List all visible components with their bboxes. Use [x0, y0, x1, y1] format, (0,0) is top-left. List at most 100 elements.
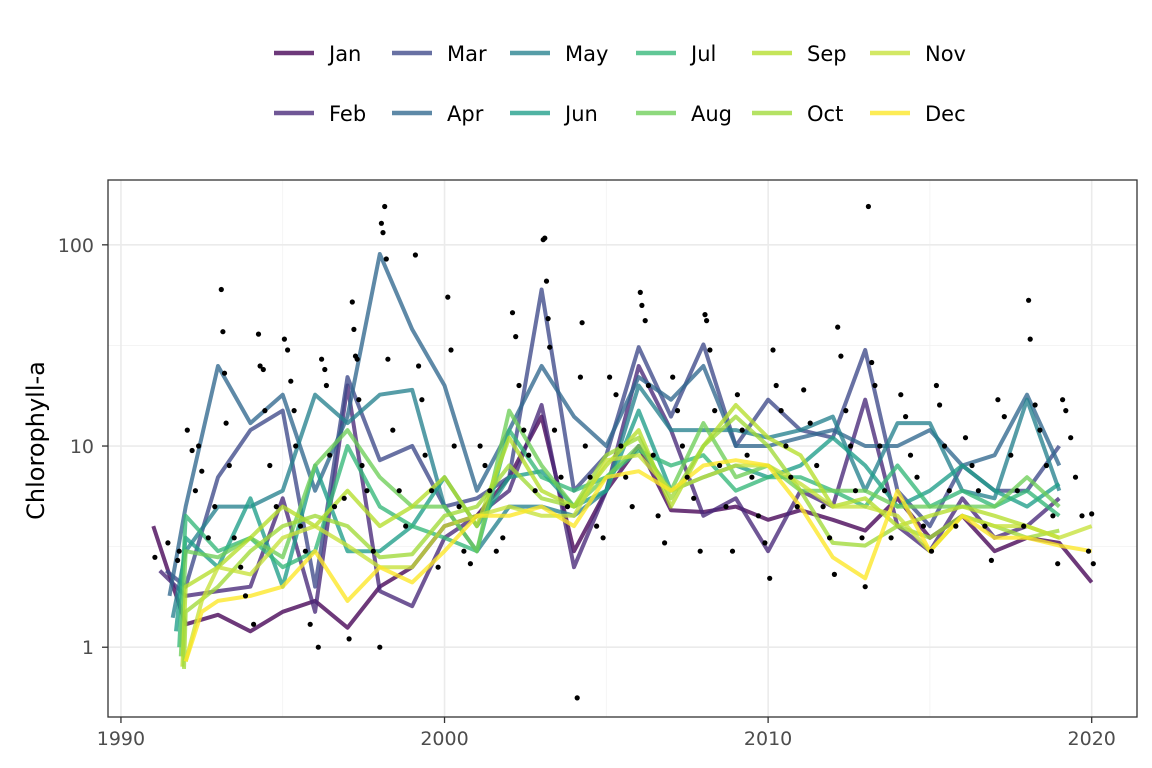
data-point	[691, 495, 697, 501]
data-point	[456, 504, 462, 510]
data-point	[513, 334, 519, 340]
data-point	[778, 408, 784, 414]
data-point	[302, 548, 308, 554]
data-point	[670, 374, 676, 380]
data-point	[587, 474, 593, 480]
data-point	[291, 408, 297, 414]
data-point	[623, 474, 629, 480]
data-point	[359, 462, 365, 469]
data-point	[962, 435, 969, 441]
data-point	[1055, 561, 1061, 567]
data-point	[579, 320, 585, 326]
data-point	[422, 452, 428, 458]
data-point	[262, 408, 268, 414]
data-point	[928, 548, 935, 554]
data-point	[941, 443, 948, 449]
legend-label-jan: Jan	[327, 42, 361, 66]
data-point	[723, 504, 729, 510]
data-point	[783, 443, 789, 449]
legend-label-dec: Dec	[925, 102, 966, 126]
data-point	[582, 443, 588, 449]
data-point	[416, 363, 422, 369]
data-point	[975, 488, 982, 494]
data-point	[419, 397, 425, 403]
data-point	[869, 359, 875, 366]
data-point	[674, 408, 681, 414]
data-point	[461, 548, 467, 554]
data-point	[370, 548, 376, 554]
data-point	[526, 452, 532, 458]
data-point	[390, 427, 396, 433]
series-layer	[151, 252, 1094, 669]
data-point	[662, 540, 668, 546]
data-point	[1001, 414, 1007, 420]
data-point	[196, 443, 202, 449]
data-point	[717, 462, 723, 469]
data-point	[762, 540, 768, 546]
data-point	[212, 504, 218, 510]
data-point	[184, 427, 190, 433]
data-point	[238, 564, 244, 570]
data-point	[827, 535, 833, 541]
data-point	[707, 347, 713, 353]
data-point	[639, 302, 645, 308]
data-point	[820, 504, 826, 510]
data-point	[331, 504, 338, 510]
data-point	[543, 278, 550, 284]
data-point	[794, 504, 800, 510]
data-point	[1060, 397, 1066, 403]
data-point	[346, 636, 352, 642]
data-point	[412, 252, 418, 258]
series-line-dec	[183, 458, 1093, 663]
grid	[108, 180, 1137, 717]
data-point	[933, 382, 940, 389]
data-point	[1014, 488, 1020, 494]
data-point	[293, 443, 299, 449]
legend-label-jun: Jun	[563, 102, 598, 126]
data-point	[396, 488, 402, 494]
data-point	[327, 452, 333, 458]
data-point	[814, 462, 820, 469]
data-point	[712, 408, 718, 414]
data-point	[1008, 452, 1014, 458]
data-point	[1063, 408, 1069, 414]
data-point	[467, 561, 473, 567]
data-point	[199, 468, 205, 474]
legend-label-oct: Oct	[807, 102, 843, 126]
data-point	[255, 331, 262, 337]
data-point	[267, 462, 273, 469]
data-point	[319, 356, 325, 362]
data-point	[831, 571, 838, 578]
data-point	[607, 374, 613, 380]
data-point	[482, 462, 488, 469]
legend-label-feb: Feb	[329, 102, 366, 126]
y-axis: 1 10 100	[58, 235, 108, 659]
data-point	[1090, 561, 1096, 567]
data-point	[982, 523, 988, 529]
data-point	[382, 203, 388, 210]
data-point	[1079, 513, 1085, 519]
data-point	[152, 554, 158, 560]
data-point	[1050, 513, 1056, 519]
data-point	[642, 318, 648, 324]
data-point	[1085, 548, 1092, 554]
data-point	[862, 584, 868, 590]
data-point	[189, 447, 195, 454]
y-tick-label: 1	[82, 637, 94, 659]
data-point	[218, 286, 224, 293]
data-point	[349, 299, 355, 305]
data-point	[205, 535, 211, 541]
data-point	[315, 644, 321, 650]
legend-label-mar: Mar	[447, 42, 487, 66]
data-point	[500, 535, 506, 541]
data-point	[516, 382, 522, 389]
x-tick-label: 2010	[744, 728, 792, 750]
legend-label-may: May	[565, 42, 608, 66]
data-point	[1037, 427, 1043, 433]
data-point	[749, 474, 755, 480]
data-point	[429, 488, 435, 494]
data-point	[354, 356, 360, 362]
data-point	[1089, 511, 1095, 517]
data-point	[356, 397, 362, 403]
